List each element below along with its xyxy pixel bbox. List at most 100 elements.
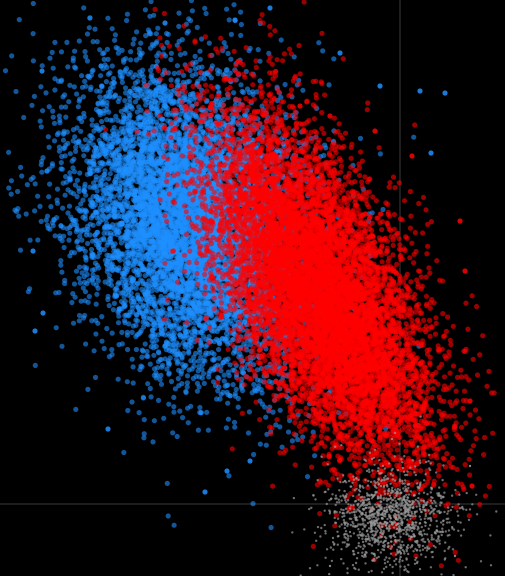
scatter-point-blue: [99, 132, 105, 138]
scatter-point-blue: [103, 79, 109, 85]
scatter-point-blue: [66, 237, 72, 243]
scatter-point-blue: [72, 48, 78, 54]
scatter-point-blue: [59, 238, 65, 244]
scatter-point-blue: [64, 226, 70, 232]
scatter-point-blue: [51, 138, 58, 144]
scatter-point-blue: [177, 130, 183, 137]
scatter-point-blue: [171, 522, 177, 528]
scatter-point-blue: [277, 407, 283, 413]
scatter-point-blue: [58, 262, 64, 268]
scatter-point-blue: [117, 69, 123, 75]
scatter-point-blue: [174, 63, 180, 69]
scatter-point-blue: [221, 97, 227, 103]
scatter-point-blue: [122, 302, 128, 308]
scatter-point-blue: [30, 30, 36, 37]
scatter-point-blue: [92, 266, 98, 273]
scatter-point-blue: [72, 294, 78, 300]
scatter-point-blue: [115, 50, 121, 56]
scatter-point-blue: [106, 109, 112, 115]
scatter-point-blue: [171, 394, 177, 400]
scatter-point-blue: [65, 64, 71, 70]
scatter-point-blue: [115, 320, 122, 326]
scatter-point-blue: [228, 31, 234, 37]
scatter-point-blue: [50, 114, 56, 120]
scatter-point-blue: [66, 203, 73, 209]
scatter-point-blue: [221, 40, 227, 46]
scatter-point-blue: [238, 21, 244, 28]
scatter-point-blue: [80, 285, 86, 291]
scatter-point-blue: [201, 371, 207, 377]
scatter-point-blue: [129, 356, 135, 362]
scatter-point-blue: [83, 341, 89, 347]
scatter-point-blue: [104, 325, 110, 332]
scatter-point-blue: [119, 329, 125, 335]
scatter-point-blue: [357, 135, 364, 141]
scatter-point-blue: [60, 137, 67, 143]
scatter-point-blue: [171, 404, 177, 410]
scatter-point-blue: [151, 352, 157, 358]
scatter-point-blue: [204, 409, 210, 415]
scatter-point-blue: [210, 357, 216, 363]
scatter-point-blue: [181, 364, 187, 371]
scatter-point-blue: [101, 345, 107, 352]
scatter-point-blue: [104, 252, 110, 258]
scatter-point-blue: [148, 112, 154, 118]
scatter-point-blue: [59, 269, 65, 275]
scatter-point-blue: [57, 120, 63, 126]
scatter-point-blue: [90, 222, 96, 228]
scatter-point-blue: [47, 181, 53, 187]
scatter-point-blue: [295, 437, 301, 443]
scatter-point-blue: [320, 48, 326, 54]
scatter-point-blue: [18, 164, 24, 170]
scatter-point-blue: [69, 158, 75, 164]
scatter-point-blue: [59, 153, 65, 160]
scatter-point-blue: [169, 336, 175, 342]
scatter-point-blue: [124, 332, 130, 338]
scatter-point-blue: [202, 5, 208, 11]
scatter-point-blue: [93, 301, 99, 307]
scatter-point-blue: [108, 133, 114, 139]
scatter-point-blue: [85, 386, 91, 392]
scatter-point-blue: [35, 237, 41, 243]
scatter-point-blue: [282, 81, 288, 88]
scatter-point-blue: [63, 104, 69, 110]
scatter-point-blue: [153, 40, 159, 46]
scatter-point-blue: [32, 181, 38, 187]
scatter-point-blue: [251, 451, 257, 458]
scatter-point-blue: [147, 385, 153, 392]
scatter-point-blue: [71, 281, 78, 287]
scatter-point-blue: [151, 12, 157, 18]
scatter-point-blue: [107, 70, 113, 76]
scatter-point-blue: [94, 291, 100, 297]
scatter-point-blue: [82, 184, 88, 190]
scatter-point-blue: [53, 325, 59, 331]
scatter-point-blue: [63, 114, 69, 120]
scatter-point-blue: [225, 416, 231, 422]
scatter-point-blue: [49, 49, 55, 56]
scatter-point-blue: [197, 56, 203, 62]
scatter-point-blue: [177, 408, 183, 414]
scatter-point-blue: [215, 374, 221, 381]
scatter-point-blue: [109, 166, 115, 172]
scatter-point-blue: [222, 383, 228, 389]
scatter-point-blue: [79, 73, 85, 79]
scatter-point-blue: [87, 15, 93, 21]
scatter-point-blue: [66, 99, 72, 105]
scatter-point-blue: [116, 146, 122, 153]
scatter-point-blue: [93, 237, 99, 243]
scatter-point-blue: [67, 151, 73, 157]
scatter-point-blue: [154, 58, 160, 64]
scatter-point-blue: [78, 298, 84, 304]
scatter-point-blue: [122, 320, 128, 326]
scatter-point-blue: [81, 153, 87, 159]
scatter-point-blue: [164, 480, 170, 486]
scatter-point-blue: [122, 85, 129, 91]
scatter-point-blue: [81, 5, 87, 11]
scatter-point-blue: [110, 255, 116, 261]
scatter-point-blue: [116, 308, 122, 314]
scatter-point-blue: [201, 380, 207, 386]
scatter-point-blue: [78, 246, 84, 252]
scatter-point-blue: [74, 193, 80, 200]
scatter-point-blue: [16, 17, 22, 23]
scatter-point-blue: [82, 137, 89, 143]
